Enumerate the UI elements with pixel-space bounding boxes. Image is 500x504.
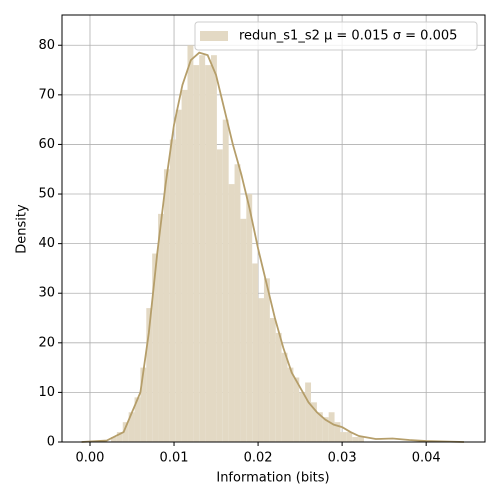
- histogram-bar: [281, 352, 288, 442]
- histogram-bar: [175, 109, 182, 443]
- y-tick-label: 70: [38, 87, 55, 102]
- histogram-bar: [228, 184, 235, 442]
- histogram-bar: [293, 377, 300, 442]
- histogram-bar: [181, 89, 188, 443]
- histogram-bar: [258, 298, 264, 442]
- histogram-bar: [222, 119, 229, 442]
- histogram-bar: [187, 45, 194, 442]
- histogram-bar: [358, 437, 364, 442]
- y-tick-label: 20: [38, 335, 55, 350]
- histogram-bar: [240, 218, 247, 442]
- histogram-bar: [287, 367, 294, 442]
- histogram-bar: [305, 382, 312, 442]
- y-tick-label: 10: [38, 385, 55, 400]
- x-tick-label: 0.03: [328, 451, 357, 466]
- histogram-bar: [316, 412, 323, 442]
- y-axis-label: Density: [15, 204, 30, 254]
- histogram-bar: [252, 263, 259, 442]
- y-tick-label: 0: [47, 435, 55, 450]
- histogram-bar: [199, 55, 206, 443]
- plot-frame: [61, 14, 486, 443]
- x-tick-label: 0.01: [160, 451, 189, 466]
- histogram-bar: [134, 397, 141, 442]
- y-tick-label: 60: [38, 137, 55, 152]
- histogram-bar: [216, 149, 223, 442]
- y-tick-label: 50: [38, 187, 55, 202]
- histogram-bar: [169, 139, 176, 442]
- histogram-bar: [263, 278, 270, 442]
- histogram-bar: [322, 417, 329, 442]
- legend-label: redun_s1_s2 μ = 0.015 σ = 0.005: [239, 29, 457, 44]
- histogram-bar: [234, 164, 241, 442]
- histogram-bar: [193, 65, 200, 443]
- histogram-bar: [205, 65, 212, 443]
- legend-box: [194, 21, 478, 51]
- histogram-bar: [334, 422, 341, 442]
- y-tick-label: 80: [38, 38, 55, 53]
- histogram-bar: [146, 308, 153, 442]
- histogram-bar: [299, 392, 306, 442]
- histogram-bar: [211, 55, 217, 443]
- histogram-bar: [269, 318, 276, 442]
- histogram-bar: [328, 412, 335, 442]
- y-tick-label: 30: [38, 286, 55, 301]
- histogram-bar: [163, 169, 170, 442]
- histogram-bar: [275, 332, 282, 442]
- histogram-bar: [352, 437, 359, 442]
- histogram-bar: [116, 432, 123, 442]
- histogram-bar: [158, 213, 164, 442]
- x-tick-label: 0.02: [244, 451, 273, 466]
- histogram-bar: [246, 194, 253, 442]
- histogram-bar: [340, 432, 347, 442]
- histogram-bar: [110, 437, 117, 442]
- histogram-bar: [346, 432, 353, 442]
- x-tick-label: 0.00: [76, 451, 105, 466]
- kde-line: [81, 51, 465, 443]
- histogram-bar: [311, 402, 317, 442]
- x-tick-label: 0.04: [412, 451, 441, 466]
- histogram-bar: [122, 422, 129, 442]
- histogram-bar: [152, 253, 159, 442]
- histogram-bar: [128, 412, 135, 442]
- y-tick-label: 40: [38, 236, 55, 251]
- x-axis-label: Information (bits): [216, 471, 329, 486]
- histogram-bar: [140, 367, 147, 442]
- legend-swatch: [200, 31, 228, 41]
